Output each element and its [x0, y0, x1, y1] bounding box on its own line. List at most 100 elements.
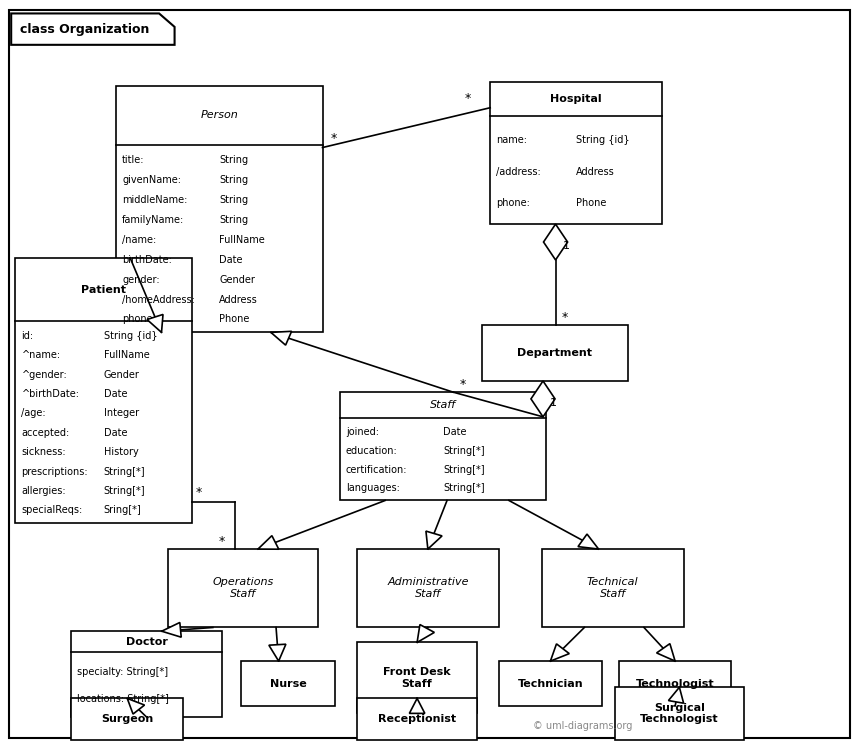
Text: phone:: phone: — [122, 314, 156, 324]
Text: birthDate:: birthDate: — [122, 255, 172, 264]
Polygon shape — [656, 644, 675, 661]
Text: Surgeon: Surgeon — [101, 714, 153, 724]
Text: allergies:: allergies: — [22, 486, 66, 496]
Polygon shape — [11, 13, 175, 45]
Text: Technical
Staff: Technical Staff — [587, 577, 639, 599]
Text: /name:: /name: — [122, 235, 157, 245]
Text: joined:: joined: — [346, 427, 378, 437]
FancyBboxPatch shape — [15, 258, 192, 523]
Text: ^birthDate:: ^birthDate: — [22, 389, 79, 399]
FancyBboxPatch shape — [168, 549, 318, 627]
Text: History: History — [103, 447, 138, 457]
Text: languages:: languages: — [346, 483, 400, 493]
Polygon shape — [409, 698, 425, 713]
Text: Doctor: Doctor — [126, 636, 168, 646]
FancyBboxPatch shape — [357, 642, 477, 713]
Text: Person: Person — [200, 111, 238, 120]
Text: 1: 1 — [562, 241, 569, 252]
FancyBboxPatch shape — [9, 10, 850, 738]
Text: *: * — [464, 92, 470, 105]
Polygon shape — [417, 624, 434, 642]
Text: String[*]: String[*] — [443, 446, 484, 456]
Text: Hospital: Hospital — [550, 94, 602, 104]
Text: String: String — [219, 175, 249, 185]
Text: FullName: FullName — [219, 235, 265, 245]
Text: prescriptions:: prescriptions: — [22, 467, 88, 477]
FancyBboxPatch shape — [241, 661, 335, 706]
Text: title:: title: — [122, 155, 144, 165]
Text: Technologist: Technologist — [636, 678, 715, 689]
Text: Patient: Patient — [81, 285, 126, 294]
FancyBboxPatch shape — [116, 86, 322, 332]
Polygon shape — [550, 644, 569, 661]
Text: *: * — [460, 379, 466, 391]
Text: String[*]: String[*] — [443, 465, 484, 474]
Text: phone:: phone: — [496, 199, 530, 208]
Text: *: * — [562, 311, 568, 324]
Text: Address: Address — [219, 294, 258, 305]
Polygon shape — [269, 644, 286, 661]
Polygon shape — [271, 332, 292, 345]
Text: String[*]: String[*] — [103, 486, 145, 496]
Text: /address:: /address: — [496, 167, 541, 177]
Text: Sring[*]: Sring[*] — [103, 505, 141, 515]
Text: ^name:: ^name: — [22, 350, 60, 360]
Text: *: * — [218, 536, 224, 548]
Text: specialReqs:: specialReqs: — [22, 505, 83, 515]
Polygon shape — [578, 534, 599, 549]
Text: Integer: Integer — [103, 409, 138, 418]
Text: Surgical
Technologist: Surgical Technologist — [640, 703, 719, 724]
Text: Gender: Gender — [219, 275, 255, 285]
Polygon shape — [147, 314, 163, 332]
FancyBboxPatch shape — [357, 698, 477, 740]
Text: String: String — [219, 195, 249, 205]
Text: Receptionist: Receptionist — [378, 714, 456, 724]
Text: String {id}: String {id} — [103, 331, 157, 341]
Text: 1: 1 — [550, 398, 557, 409]
Text: Nurse: Nurse — [270, 678, 306, 689]
Text: String: String — [219, 155, 249, 165]
Text: middleName:: middleName: — [122, 195, 187, 205]
FancyBboxPatch shape — [490, 82, 662, 224]
Text: String[*]: String[*] — [103, 467, 145, 477]
Text: Front Desk
Staff: Front Desk Staff — [384, 667, 451, 689]
Text: name:: name: — [496, 135, 527, 145]
Polygon shape — [544, 224, 568, 260]
FancyBboxPatch shape — [71, 698, 183, 740]
Text: String: String — [219, 215, 249, 225]
Text: Phone: Phone — [219, 314, 249, 324]
Text: education:: education: — [346, 446, 397, 456]
FancyBboxPatch shape — [357, 549, 499, 627]
Text: /age:: /age: — [22, 409, 46, 418]
Text: gender:: gender: — [122, 275, 160, 285]
Polygon shape — [127, 698, 144, 714]
Text: familyName:: familyName: — [122, 215, 184, 225]
Text: locations: String[*]: locations: String[*] — [77, 695, 169, 704]
Text: Department: Department — [517, 348, 593, 358]
Text: Administrative
Staff: Administrative Staff — [387, 577, 469, 599]
Text: certification:: certification: — [346, 465, 408, 474]
Text: Staff: Staff — [430, 400, 456, 410]
Text: class Organization: class Organization — [20, 22, 149, 36]
Text: Phone: Phone — [576, 199, 606, 208]
FancyBboxPatch shape — [482, 325, 628, 381]
Text: *: * — [195, 486, 201, 499]
Text: Technician: Technician — [518, 678, 583, 689]
Text: Operations
Staff: Operations Staff — [212, 577, 273, 599]
Text: id:: id: — [22, 331, 34, 341]
FancyBboxPatch shape — [615, 687, 744, 740]
Text: Date: Date — [103, 389, 127, 399]
Text: Address: Address — [576, 167, 615, 177]
Text: /homeAddress:: /homeAddress: — [122, 294, 195, 305]
Polygon shape — [531, 381, 555, 417]
Text: Gender: Gender — [103, 370, 139, 379]
Polygon shape — [426, 531, 442, 549]
Text: String {id}: String {id} — [576, 135, 630, 145]
Polygon shape — [162, 622, 181, 637]
FancyBboxPatch shape — [340, 392, 546, 500]
Text: © uml-diagrams.org: © uml-diagrams.org — [533, 721, 633, 731]
Polygon shape — [668, 687, 684, 703]
FancyBboxPatch shape — [71, 631, 222, 717]
Text: String[*]: String[*] — [443, 483, 484, 493]
Text: Date: Date — [443, 427, 466, 437]
